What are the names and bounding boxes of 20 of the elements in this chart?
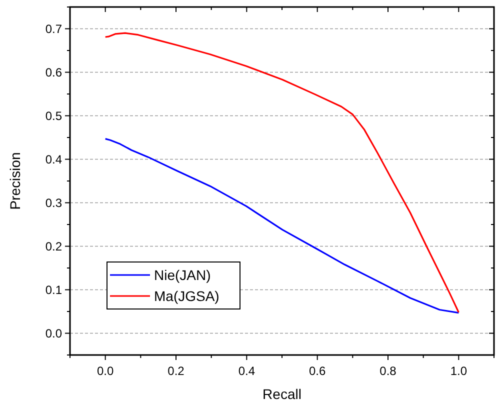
line-series bbox=[104, 138, 460, 314]
y-tick-label: 0.7 bbox=[45, 22, 62, 36]
x-tick-label: 0.0 bbox=[96, 364, 114, 378]
y-tick-label: 0.3 bbox=[45, 196, 62, 210]
line-series bbox=[104, 32, 460, 314]
y-axis-title: Precision bbox=[7, 152, 23, 210]
x-axis-title: Recall bbox=[262, 386, 302, 402]
y-tick-label: 0.4 bbox=[45, 152, 62, 166]
x-tick-label: 0.6 bbox=[308, 364, 326, 378]
legend-label: Nie(JAN) bbox=[154, 267, 211, 283]
x-tick-label: 0.4 bbox=[238, 364, 256, 378]
y-tick-label: 0.5 bbox=[45, 108, 62, 123]
x-tick-label: 0.2 bbox=[168, 364, 185, 378]
y-tick-label: 0.1 bbox=[45, 282, 62, 297]
y-tick-label: 0.6 bbox=[45, 65, 62, 80]
y-tick-label: 0.2 bbox=[45, 239, 62, 254]
y-tick-label: 0.0 bbox=[45, 326, 62, 340]
legend-label: Ma(JGSA) bbox=[154, 288, 220, 304]
x-tick-label: 0.8 bbox=[380, 364, 397, 378]
x-tick-label: 1.0 bbox=[450, 364, 468, 378]
